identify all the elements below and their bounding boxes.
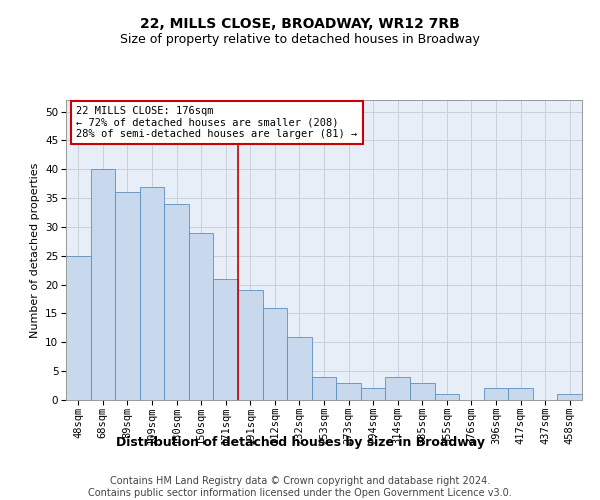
Bar bbox=[140, 186, 164, 400]
Text: 22, MILLS CLOSE, BROADWAY, WR12 7RB: 22, MILLS CLOSE, BROADWAY, WR12 7RB bbox=[140, 18, 460, 32]
Bar bbox=[263, 308, 287, 400]
Bar bbox=[312, 377, 336, 400]
Bar bbox=[287, 336, 312, 400]
Text: Contains HM Land Registry data © Crown copyright and database right 2024.
Contai: Contains HM Land Registry data © Crown c… bbox=[88, 476, 512, 498]
Bar bbox=[91, 169, 115, 400]
Bar bbox=[508, 388, 533, 400]
Bar bbox=[434, 394, 459, 400]
Bar bbox=[164, 204, 189, 400]
Bar bbox=[189, 232, 214, 400]
Bar bbox=[484, 388, 508, 400]
Text: 22 MILLS CLOSE: 176sqm
← 72% of detached houses are smaller (208)
28% of semi-de: 22 MILLS CLOSE: 176sqm ← 72% of detached… bbox=[76, 106, 358, 139]
Text: Size of property relative to detached houses in Broadway: Size of property relative to detached ho… bbox=[120, 32, 480, 46]
Bar bbox=[214, 279, 238, 400]
Bar bbox=[238, 290, 263, 400]
Bar bbox=[336, 382, 361, 400]
Bar bbox=[410, 382, 434, 400]
Bar bbox=[115, 192, 140, 400]
Bar bbox=[361, 388, 385, 400]
Y-axis label: Number of detached properties: Number of detached properties bbox=[29, 162, 40, 338]
Bar bbox=[385, 377, 410, 400]
Bar bbox=[557, 394, 582, 400]
Text: Distribution of detached houses by size in Broadway: Distribution of detached houses by size … bbox=[115, 436, 485, 449]
Bar bbox=[66, 256, 91, 400]
